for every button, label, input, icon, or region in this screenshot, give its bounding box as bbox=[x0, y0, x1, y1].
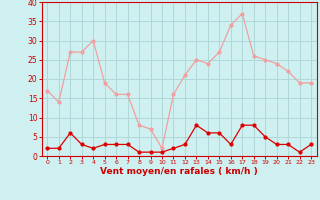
X-axis label: Vent moyen/en rafales ( km/h ): Vent moyen/en rafales ( km/h ) bbox=[100, 167, 258, 176]
